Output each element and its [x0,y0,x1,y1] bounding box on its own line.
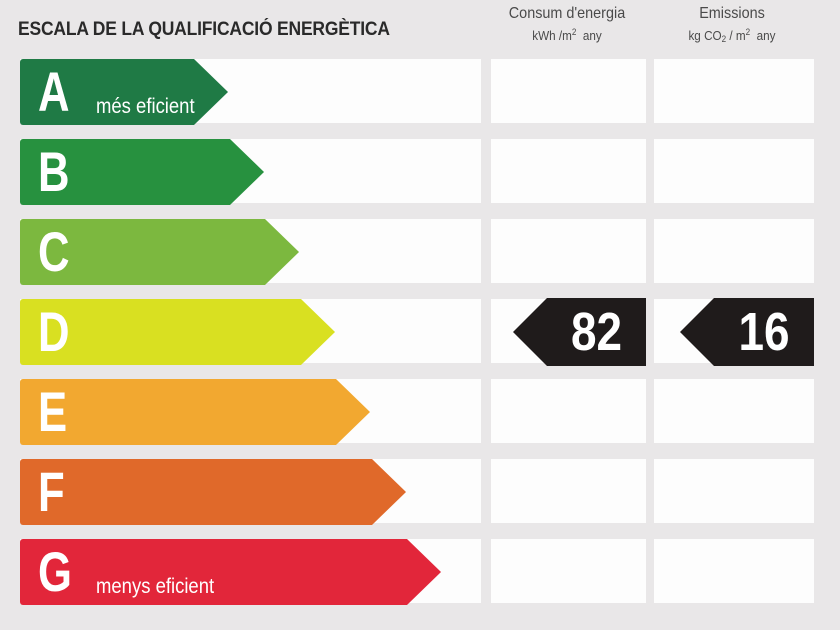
emissions-cell-e [654,379,814,443]
class-arrow-c: C [20,219,299,285]
class-letter-f: F [38,460,65,523]
class-letter-e: E [38,380,68,443]
energy-column-title: Consum d'energia [508,5,626,22]
class-sublabel-a: més eficient [96,95,195,118]
class-arrow-d: D [20,299,335,365]
class-arrow-f: F [20,459,406,525]
energy-column-unit: kWh /m2 any [532,27,602,43]
energy-cell-c [491,219,646,283]
class-letter-a: A [38,60,70,123]
class-letter-b: B [38,140,70,203]
energy-value: 82 [570,302,623,362]
emissions-column-unit: kg CO2 / m2 any [688,27,776,44]
class-sublabel-g: menys eficient [96,575,215,598]
energy-cell-g [491,539,646,603]
energy-column-header: Consum d'energia kWh /m2 any [492,5,642,43]
class-arrow-b: B [20,139,264,205]
emissions-column-header: Emissions kg CO2 / m2 any [652,5,812,44]
emissions-cell-f [654,459,814,523]
energy-cell-b [491,139,646,203]
emissions-cell-b [654,139,814,203]
class-arrow-e: E [20,379,370,445]
class-letter-d: D [38,300,70,363]
class-letter-c: C [38,220,70,283]
emissions-value: 16 [738,302,790,362]
energy-cell-f [491,459,646,523]
emissions-cell-a [654,59,814,123]
class-letter-g: G [38,540,72,603]
energy-cell-e [491,379,646,443]
label-title: ESCALA DE LA QUALIFICACIÓ ENERGÈTICA [18,19,390,40]
emissions-column-title: Emissions [699,5,765,22]
emissions-cell-c [654,219,814,283]
energy-cell-a [491,59,646,123]
emissions-cell-g [654,539,814,603]
